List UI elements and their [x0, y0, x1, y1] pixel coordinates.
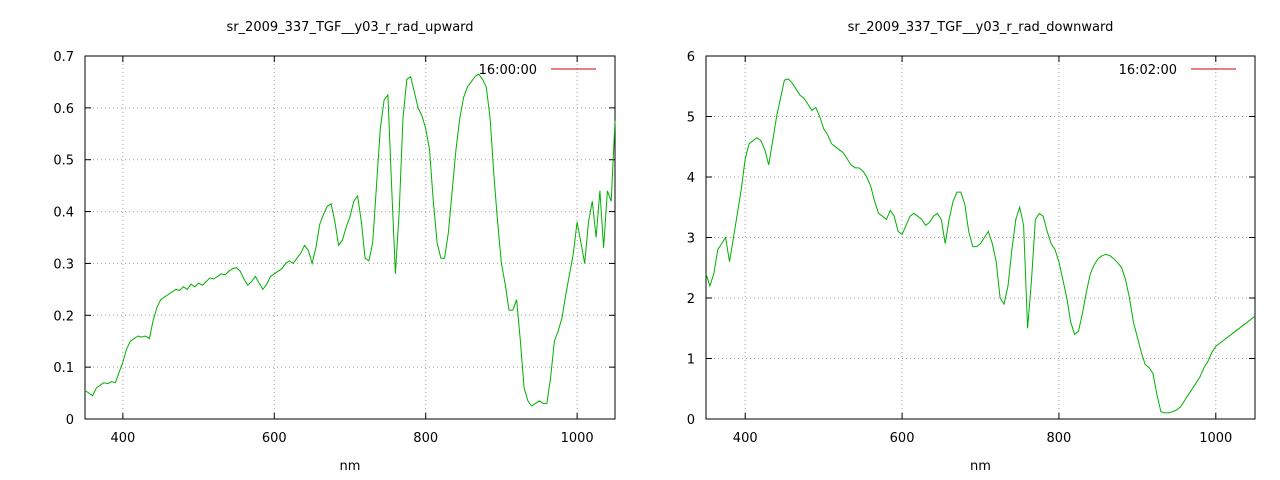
chart-downward-ytick-label-2: 2: [687, 292, 695, 307]
chart-upward-xtick-label-0: 400: [110, 431, 135, 446]
chart-upward-xtick-label-1: 600: [262, 431, 287, 446]
chart-upward-xlabel: nm: [340, 459, 361, 474]
chart-upward-ytick-label-0: 0: [66, 413, 74, 428]
chart-downward-xtick-label-3: 1000: [1199, 431, 1232, 446]
chart-upward-svg: 400 600 800 1000 0 0.1 0.2 0.3 0.4 0.5 0.6 0.7 sr_20…: [53, 20, 616, 474]
chart-downward-svg: 400 600 800 1000 0 1 2 3 4 5 6 sr_2009_337_TGF__y03…: [687, 20, 1256, 474]
chart-downward-series-line-0: [705, 78, 1256, 414]
chart-upward-xtick-label-3: 1000: [561, 431, 594, 446]
chart-downward-xtick-label-2: 800: [1047, 431, 1072, 446]
chart-upward-legend-label-0: 16:00:00: [479, 63, 537, 78]
chart-upward-ytick-label-3: 0.3: [53, 257, 74, 272]
chart-upward-series-line-0: [84, 73, 616, 407]
chart-downward-ytick-label-4: 4: [687, 171, 695, 186]
chart-downward-legend-label-0: 16:02:00: [1119, 63, 1177, 78]
chart-downward-ytick-label-3: 3: [687, 232, 695, 247]
chart-downward-ytick-label-0: 0: [687, 413, 695, 428]
chart-downward-title: sr_2009_337_TGF__y03_r_rad_downward: [848, 20, 1114, 35]
chart-upward: 400 600 800 1000 0 0.1 0.2 0.3 0.4 0.5 0.6 0.7 sr_20…: [53, 20, 616, 474]
chart-downward-ytick-label-1: 1: [687, 353, 695, 368]
chart-downward-xtick-label-0: 400: [733, 431, 758, 446]
chart-downward-ytick-label-5: 5: [687, 111, 695, 126]
chart-upward-xtick-label-2: 800: [413, 431, 438, 446]
chart-downward-ytick-label-6: 6: [687, 50, 695, 65]
chart-upward-ytick-label-5: 0.5: [53, 154, 74, 169]
chart-upward-ytick-label-4: 0.4: [53, 206, 74, 221]
chart-upward-ytick-label-6: 0.6: [53, 102, 74, 117]
chart-downward-plot-frame: [705, 55, 1256, 420]
chart-upward-title: sr_2009_337_TGF__y03_r_rad_upward: [226, 20, 473, 35]
chart-upward-ytick-label-2: 0.2: [53, 309, 74, 324]
chart-upward-ytick-label-7: 0.7: [53, 50, 74, 65]
chart-downward-xtick-label-1: 600: [890, 431, 915, 446]
chart-downward: 400 600 800 1000 0 1 2 3 4 5 6 sr_2009_337_TGF__y03…: [640, 0, 1280, 480]
chart-upward-ytick-label-1: 0.1: [53, 361, 74, 376]
chart-downward-xlabel: nm: [970, 459, 991, 474]
chart-upward-plot-frame: [84, 55, 616, 420]
